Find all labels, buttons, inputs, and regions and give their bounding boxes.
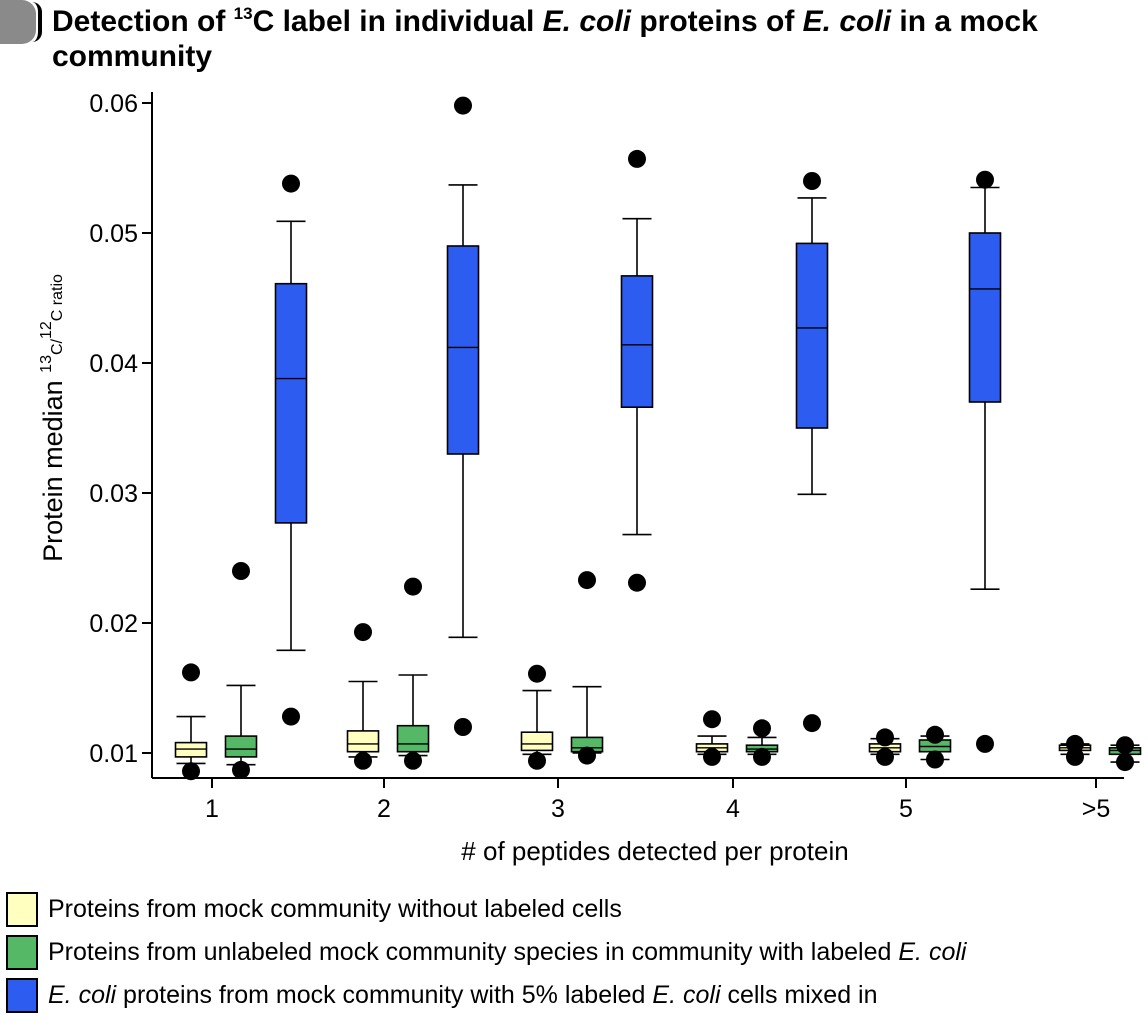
outlier-point <box>354 751 372 770</box>
legend: Proteins from mock community without lab… <box>6 888 966 1017</box>
outlier-point <box>282 174 300 193</box>
outlier-point <box>803 714 821 733</box>
box-group <box>274 174 308 726</box>
outlier-point <box>1066 747 1084 766</box>
y-tick-label: 0.03 <box>89 480 138 508</box>
y-title-part: Protein median <box>38 373 68 562</box>
outlier-point <box>628 149 646 168</box>
outlier-point <box>803 172 821 190</box>
x-tick-label: 4 <box>726 795 740 823</box>
box-iqr <box>620 275 654 408</box>
box-iqr <box>520 731 554 752</box>
box-group <box>795 172 829 733</box>
x-tick-label: 3 <box>551 795 565 823</box>
section-marker <box>0 0 42 44</box>
y-tick-label: 0.04 <box>89 350 138 378</box>
y-tick-label: 0.05 <box>89 220 138 248</box>
legend-swatch-yellow <box>6 892 38 927</box>
box-iqr <box>795 242 829 429</box>
outlier-point <box>528 664 546 683</box>
outlier-point <box>753 719 771 738</box>
outlier-point <box>232 760 250 779</box>
box-group <box>570 571 604 765</box>
boxes <box>174 96 1142 781</box>
box-iqr <box>274 282 308 524</box>
x-tick-label: 2 <box>377 795 391 823</box>
axis-labels: # of peptides detected per protein Protei… <box>38 274 849 866</box>
box-group <box>1108 736 1142 772</box>
outlier-point <box>703 747 721 766</box>
outlier-point <box>454 96 472 115</box>
y-title-sup: 13 <box>38 355 55 373</box>
box-iqr <box>346 730 380 753</box>
y-tick-label: 0.06 <box>89 90 138 118</box>
outlier-point <box>404 577 422 596</box>
outlier-point <box>703 710 721 729</box>
legend-item-unlabeled-community: Proteins from mock community without lab… <box>6 888 966 931</box>
box-iqr <box>968 232 1002 403</box>
outlier-point <box>282 707 300 726</box>
axes: 0.01 0.02 0.03 0.04 0.05 0.06 1 2 3 4 5 >5 <box>89 90 1124 823</box>
outlier-point <box>182 762 200 781</box>
x-tick-label: 1 <box>205 795 219 823</box>
y-title-part: C/ <box>49 338 66 355</box>
box-group <box>745 719 779 766</box>
outlier-point <box>926 750 944 769</box>
outlier-point <box>578 571 596 590</box>
legend-swatch-green <box>6 935 38 970</box>
outlier-point <box>976 170 994 189</box>
box-group <box>174 663 208 781</box>
outlier-point <box>1116 753 1134 772</box>
x-axis-title: # of peptides detected per protein <box>461 836 848 866</box>
box-iqr <box>224 735 258 758</box>
outlier-point <box>876 747 894 766</box>
box-group <box>396 577 430 770</box>
outlier-point <box>528 751 546 770</box>
chart-title: Detection of 13C label in individual E. … <box>52 4 1038 73</box>
outlier-point <box>1066 734 1084 753</box>
legend-item-labeled-ecoli: E. coli proteins from mock community wit… <box>6 974 966 1017</box>
legend-label: E. coli proteins from mock community wit… <box>48 981 878 1009</box>
box-group <box>968 170 1002 753</box>
box-group <box>1058 734 1092 766</box>
outlier-point <box>182 663 200 682</box>
box-iqr <box>446 245 480 455</box>
outlier-point <box>404 751 422 770</box>
outlier-point <box>926 725 944 744</box>
box-group <box>620 149 654 592</box>
outlier-point <box>454 718 472 736</box>
legend-label: Proteins from mock community without lab… <box>48 895 622 923</box>
outlier-point <box>232 562 250 580</box>
legend-swatch-blue <box>6 978 38 1013</box>
box-group <box>224 562 258 779</box>
y-axis-title: Protein median 13C/12C ratio <box>38 274 68 562</box>
legend-label: Proteins from unlabeled mock community s… <box>48 938 967 966</box>
x-tick-label: >5 <box>1082 795 1111 823</box>
y-title-sup: 12 <box>38 321 55 339</box>
y-tick-label: 0.02 <box>89 610 138 638</box>
outlier-point <box>976 734 994 753</box>
box-group <box>346 623 380 770</box>
box-iqr <box>396 724 430 753</box>
box-group <box>446 96 480 736</box>
boxplot-chart: 0.010.020.030.040.050.061 2 3 4 5 >5 # of pep… <box>38 90 1142 866</box>
outlier-point <box>1116 736 1134 755</box>
box-group <box>918 725 952 769</box>
x-tick-label: 5 <box>899 795 913 823</box>
box-group <box>868 728 902 766</box>
box-group <box>520 664 554 770</box>
outlier-point <box>753 747 771 766</box>
y-title-part: C ratio <box>49 274 66 321</box>
box-group <box>695 710 729 766</box>
legend-item-unlabeled-species: Proteins from unlabeled mock community s… <box>6 931 966 974</box>
outlier-point <box>876 728 894 747</box>
y-tick-label: 0.01 <box>89 740 138 768</box>
outlier-point <box>628 573 646 592</box>
outlier-point <box>578 746 596 765</box>
outlier-point <box>354 623 372 642</box>
